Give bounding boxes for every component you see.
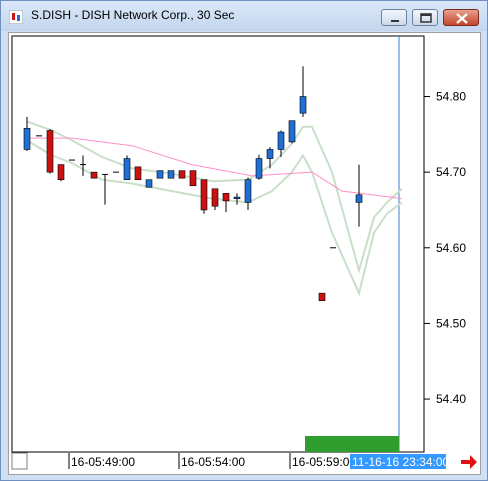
candle-body — [23, 127, 31, 150]
candle-body — [178, 170, 186, 179]
band-upper-line — [26, 120, 403, 275]
candle — [80, 155, 86, 176]
candle-body — [355, 194, 363, 203]
candle — [255, 154, 263, 180]
candle — [244, 177, 252, 210]
scroll-handle[interactable] — [11, 452, 28, 470]
candle-body — [167, 170, 175, 179]
candle-body — [57, 164, 65, 181]
window-title: S.DISH - DISH Network Corp., 30 Sec — [31, 8, 235, 22]
candle — [90, 171, 98, 179]
candle-body — [123, 158, 131, 181]
candle-body — [189, 170, 197, 187]
arrow-right-icon[interactable] — [461, 455, 477, 469]
maximize-icon — [420, 13, 432, 23]
chart-area[interactable]: 54.80 54.70 54.60 54.50 54.40 16-05:49:00 16-… — [8, 32, 481, 475]
candle — [318, 292, 326, 302]
candle-body — [266, 149, 274, 159]
candle — [167, 170, 175, 179]
candle — [355, 164, 363, 227]
y-tick-label: 54.40 — [436, 392, 466, 406]
candle — [102, 173, 108, 205]
x-tick-label: 16-05:49:00 — [71, 455, 135, 469]
title-bar[interactable]: S.DISH - DISH Network Corp., 30 Sec — [1, 1, 487, 31]
y-tick-label: 54.60 — [436, 241, 466, 255]
candle-body — [299, 96, 307, 114]
candle-body — [288, 120, 296, 143]
candle-body — [277, 131, 285, 150]
candle — [233, 193, 241, 205]
candle — [277, 130, 285, 158]
candle-body — [233, 196, 241, 199]
candle — [23, 116, 31, 151]
candle — [123, 155, 131, 181]
close-button[interactable] — [443, 9, 479, 26]
candle — [156, 170, 164, 179]
candle-body — [255, 158, 263, 179]
candle-body — [46, 130, 54, 173]
y-tick-label: 54.80 — [436, 90, 466, 104]
candle — [266, 147, 274, 169]
minimize-button[interactable] — [381, 9, 407, 26]
x-tick-label: 16-05:54:00 — [181, 455, 245, 469]
candle — [211, 188, 219, 210]
candle — [299, 66, 307, 117]
y-tick-label: 54.50 — [436, 316, 466, 330]
candle — [178, 170, 186, 179]
maximize-button[interactable] — [412, 9, 438, 26]
x-tick-label: 16-05:59:00 — [292, 455, 356, 469]
candle — [222, 193, 230, 213]
candle-body — [211, 188, 219, 207]
cursor-time-box — [350, 454, 446, 469]
candle-body — [134, 166, 142, 181]
candle-body — [318, 292, 326, 302]
candle — [145, 179, 153, 188]
candle-body — [222, 193, 230, 202]
candle — [200, 179, 208, 214]
candle — [189, 170, 197, 187]
close-icon — [456, 13, 468, 24]
cursor-time-label: 11-16-16 23:34:00 — [352, 455, 450, 469]
plot-frame — [11, 35, 425, 453]
y-tick-label: 54.70 — [436, 165, 466, 179]
candle — [46, 129, 54, 174]
minimize-icon — [391, 20, 399, 22]
candle-body — [156, 170, 164, 179]
app-icon — [9, 10, 23, 24]
candle-body — [145, 179, 153, 188]
candle-body — [90, 171, 98, 179]
candle — [288, 120, 296, 144]
candle-body — [244, 179, 252, 203]
volume-bar — [305, 436, 399, 452]
candle — [57, 164, 65, 182]
candle — [134, 166, 142, 181]
candle-body — [200, 179, 208, 211]
moving-average-line — [27, 137, 403, 200]
price-chart[interactable]: 54.80 54.70 54.60 54.50 54.40 16-05:49:00 16-… — [9, 33, 480, 474]
